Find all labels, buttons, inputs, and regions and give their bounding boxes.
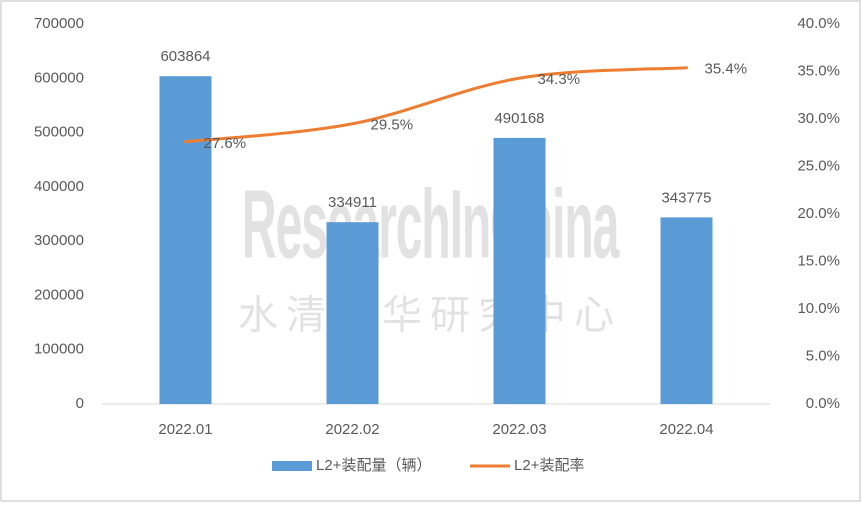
y-tick-label: 0: [76, 395, 84, 412]
bar-value-label: 490168: [494, 110, 544, 127]
bar: [493, 137, 546, 404]
y-tick-label: 600000: [34, 69, 84, 86]
y-tick-label: 500000: [34, 124, 84, 141]
line-value-label: 29.5%: [371, 117, 414, 134]
line-value-label: 27.6%: [204, 135, 247, 152]
y-tick-label: 300000: [34, 232, 84, 249]
y2-tick-label: 15.0%: [797, 252, 840, 269]
y2-tick-label: 25.0%: [797, 157, 840, 174]
y-tick-label: 700000: [34, 15, 84, 32]
bar-value-label: 343775: [661, 189, 711, 206]
x-tick-label: 2022.01: [158, 421, 212, 438]
legend-swatch: [272, 461, 312, 471]
legend-label: L2+装配率: [514, 457, 584, 474]
y2-tick-label: 5.0%: [806, 347, 840, 364]
bar-value-label: 334911: [328, 194, 377, 211]
bar-value-label: 603864: [160, 48, 210, 65]
y2-tick-label: 0.0%: [806, 395, 840, 412]
y2-tick-label: 10.0%: [797, 300, 840, 317]
y-tick-label: 400000: [34, 178, 84, 195]
y2-tick-label: 40.0%: [797, 15, 840, 32]
y-tick-label: 200000: [34, 286, 84, 303]
x-tick-label: 2022.02: [325, 421, 379, 438]
legend-label: L2+装配量（辆）: [316, 457, 431, 474]
watermark-cn: 水清木华研究中心: [238, 294, 622, 338]
y2-tick-label: 20.0%: [797, 205, 840, 222]
line-value-label: 34.3%: [538, 71, 581, 88]
line: [184, 66, 688, 144]
y2-tick-label: 35.0%: [797, 62, 840, 79]
x-tick-label: 2022.03: [492, 421, 546, 438]
x-tick-label: 2022.04: [659, 421, 713, 438]
bar: [326, 222, 379, 404]
bar: [159, 76, 212, 405]
line-value-label: 35.4%: [705, 61, 748, 78]
y-tick-label: 100000: [34, 341, 84, 358]
bar: [660, 217, 713, 404]
watermark: ResearchInChina: [242, 170, 620, 279]
y2-tick-label: 30.0%: [797, 110, 840, 127]
